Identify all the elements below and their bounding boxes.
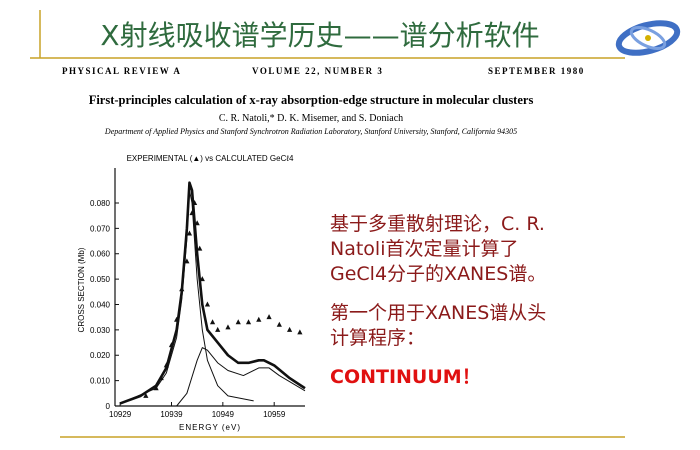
data-point: [297, 329, 303, 335]
affiliation: Department of Applied Physics and Stanfo…: [104, 127, 517, 136]
bullets: 基于多重散射理论，C. R. Natoli首次定量计算了 GeCl4分子的XANES…: [330, 213, 546, 388]
figure: EXPERIMENTAL (▲) vs CALCULATED GeCℓ4 ENE…: [77, 154, 306, 432]
authors: C. R. Natoli,* D. K. Misemer, and S. Don…: [219, 113, 403, 124]
y-tick-label: 0.010: [90, 377, 111, 386]
bullet-line: 计算程序：: [330, 327, 425, 349]
chart-title: EXPERIMENTAL (▲) vs CALCULATED GeCℓ4: [127, 154, 294, 163]
bullet-line: 基于多重散射理论，C. R.: [330, 213, 545, 235]
volume: VOLUME 22, NUMBER 3: [252, 66, 383, 76]
paper-title: First-principles calculation of x-ray ab…: [89, 93, 534, 107]
data-point: [256, 316, 262, 322]
data-point: [197, 245, 203, 251]
journal: PHYSICAL REVIEW A: [62, 66, 181, 76]
y-tick-label: 0.040: [90, 300, 111, 309]
bullet-line: Natoli首次定量计算了: [330, 238, 519, 260]
data-point: [276, 321, 282, 327]
x-tick-label: 10939: [160, 410, 183, 419]
bullet-line: GeCl4分子的XANES谱。: [330, 263, 546, 285]
date: SEPTEMBER 1980: [488, 66, 585, 76]
y-tick-label: 0.030: [90, 326, 111, 335]
y-tick-label: 0.020: [90, 351, 111, 360]
data-point: [184, 258, 190, 264]
data-point: [286, 326, 293, 332]
x-axis-label: ENERGY (eV): [179, 423, 241, 432]
data-point: [186, 230, 193, 236]
y-tick-label: 0: [106, 402, 111, 411]
y-axis-label: CROSS SECTION (Mb): [77, 247, 86, 332]
data-point: [266, 314, 272, 320]
x-tick-label: 10929: [109, 410, 132, 419]
bullet-line: CONTINUUM！: [330, 366, 481, 388]
data-point: [225, 324, 231, 330]
x-tick-label: 10959: [263, 410, 286, 419]
y-tick-label: 0.060: [90, 250, 111, 259]
logo: [615, 20, 681, 56]
y-tick-label: 0.050: [90, 275, 111, 284]
data-point: [204, 301, 211, 307]
y-tick-label: 0.080: [90, 199, 111, 208]
y-tick-label: 0.070: [90, 224, 111, 233]
data-point: [143, 392, 149, 398]
curve: [119, 181, 306, 405]
x-tick-label: 10949: [212, 410, 235, 419]
data-point: [235, 319, 241, 325]
data-point: [209, 319, 216, 325]
data-point: [245, 319, 252, 325]
curve: [119, 189, 254, 404]
bullet-line: 第一个用于XANES谱从头: [330, 302, 546, 324]
slide-title: X射线吸收谱学历史——谱分析软件: [100, 19, 539, 52]
data-point: [215, 326, 221, 332]
curve: [176, 347, 306, 407]
